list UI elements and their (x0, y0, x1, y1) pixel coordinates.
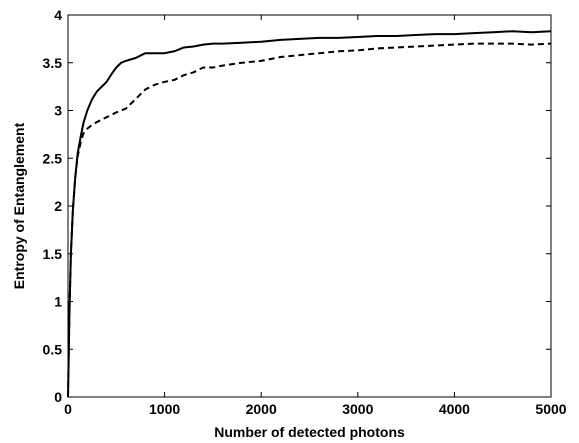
x-tick-label: 2000 (246, 401, 277, 417)
series-line-dashed (67, 42, 552, 398)
x-tick-label: 4000 (439, 401, 470, 417)
y-tick-label: 4 (54, 7, 62, 23)
y-tick-label: 1.5 (43, 246, 63, 262)
x-tick-label: 0 (64, 401, 72, 417)
series-solid (67, 30, 552, 398)
x-tick-label: 5000 (535, 401, 566, 417)
series-line-solid (67, 30, 552, 398)
y-tick-label: 3 (54, 103, 62, 119)
y-tick-label: 0 (54, 389, 62, 405)
y-tick-label: 3.5 (43, 55, 63, 71)
x-tick-label: 3000 (342, 401, 373, 417)
x-axis-label: Number of detected photons (214, 424, 405, 440)
y-axis-label: Entropy of Entanglement (11, 122, 27, 289)
y-tick-label: 2 (54, 198, 62, 214)
axis-ticks (67, 14, 552, 398)
y-tick-label: 2.5 (43, 150, 63, 166)
y-tick-label: 0.5 (43, 341, 63, 357)
tick-labels: 0 1000 2000 3000 4000 5000 0 0.5 1 1.5 2 2.5 3 3.5 4 (43, 7, 567, 417)
series-dashed (67, 42, 552, 398)
series-layer (67, 30, 552, 398)
y-tick-label: 1 (54, 294, 62, 310)
x-tick-label: 1000 (149, 401, 180, 417)
plot-frame (67, 14, 552, 398)
plot-area (67, 14, 552, 398)
